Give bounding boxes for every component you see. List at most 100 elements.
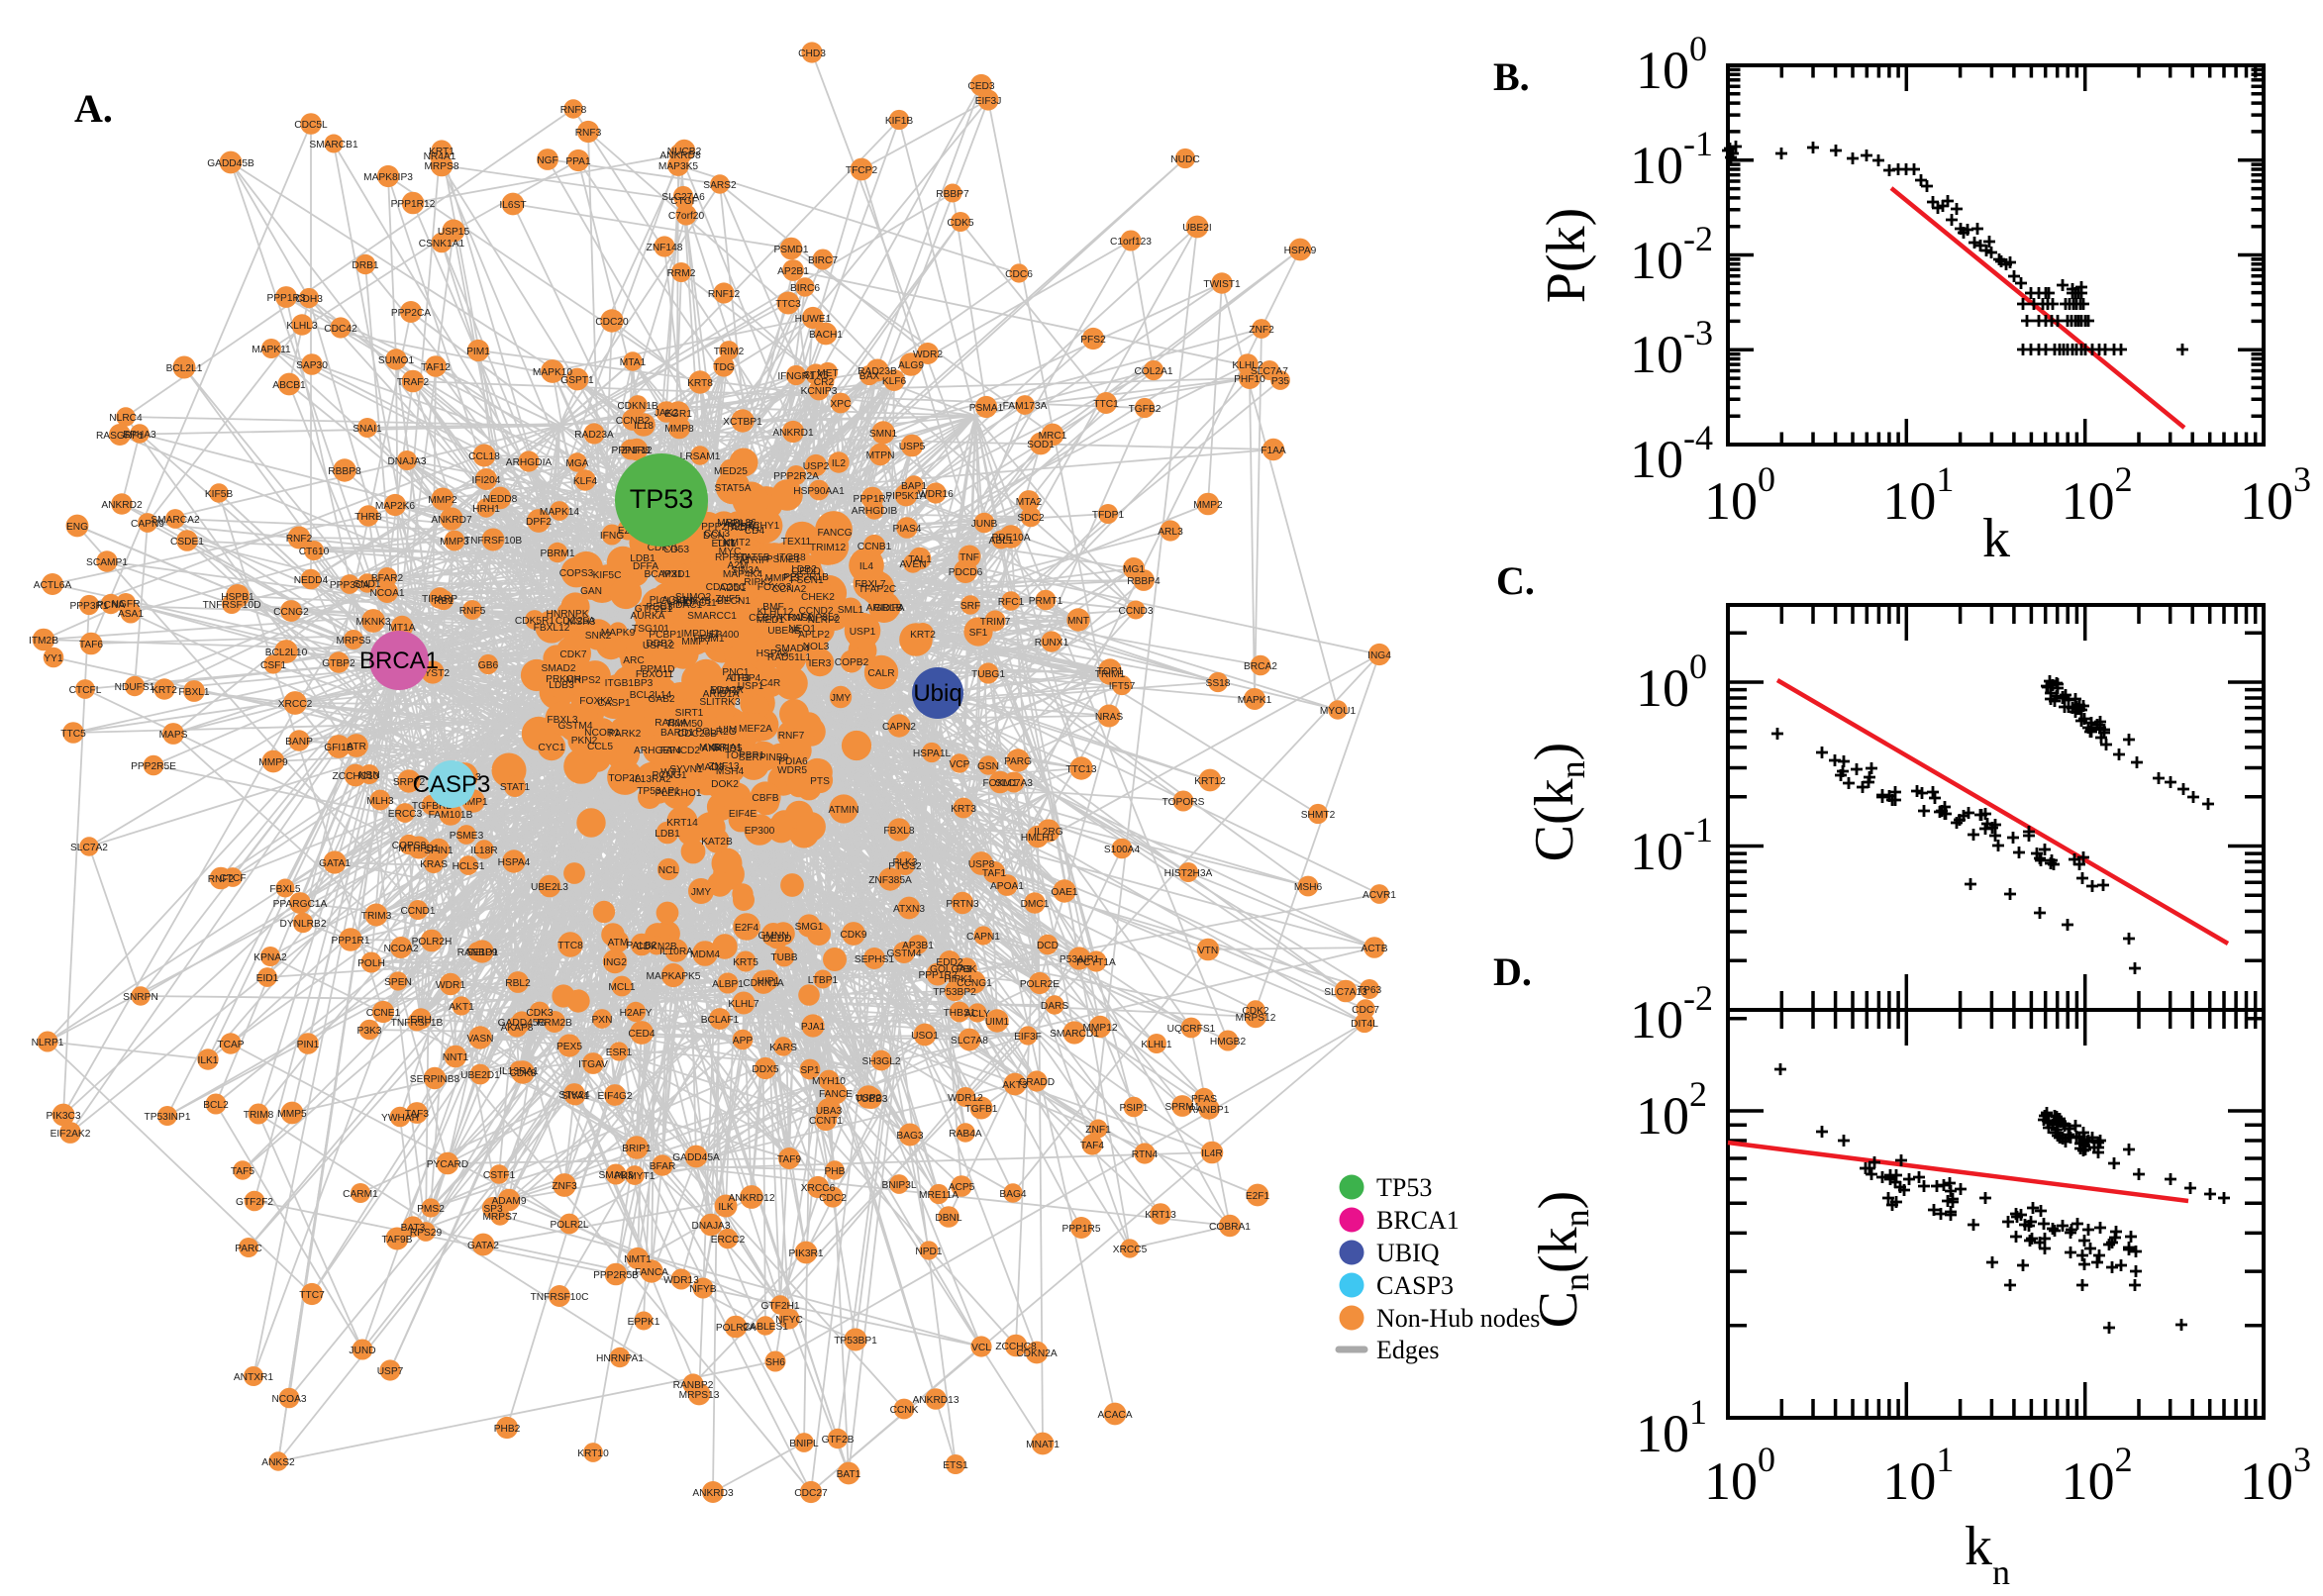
svg-text:TNFRSF1B: TNFRSF1B xyxy=(391,1018,444,1029)
svg-text:PFS2: PFS2 xyxy=(1080,335,1106,346)
svg-text:CSNK1A1: CSNK1A1 xyxy=(419,239,465,249)
svg-text:NOL3: NOL3 xyxy=(803,642,830,652)
svg-text:TEX11: TEX11 xyxy=(781,537,812,548)
svg-text:PBRM1: PBRM1 xyxy=(540,549,574,559)
svg-text:IL4: IL4 xyxy=(859,561,873,572)
svg-text:S100A4: S100A4 xyxy=(1104,845,1141,855)
svg-text:DPF2: DPF2 xyxy=(526,517,552,528)
svg-text:Ubiq: Ubiq xyxy=(913,680,961,707)
svg-text:CAPN2: CAPN2 xyxy=(882,722,916,733)
svg-text:NCOA3: NCOA3 xyxy=(271,1394,306,1405)
svg-text:TRIM7: TRIM7 xyxy=(980,617,1011,628)
svg-text:TOPORS: TOPORS xyxy=(1162,797,1205,808)
svg-text:POLR2G: POLR2G xyxy=(695,727,736,738)
svg-text:KRT12: KRT12 xyxy=(1194,776,1226,787)
svg-text:NFYC: NFYC xyxy=(775,1315,803,1326)
svg-text:CTGF: CTGF xyxy=(670,196,698,207)
svg-text:ADAM9: ADAM9 xyxy=(491,1196,526,1207)
svg-text:SOD1: SOD1 xyxy=(1027,440,1055,450)
svg-text:ALBP1: ALBP1 xyxy=(712,979,744,990)
svg-text:DDX5: DDX5 xyxy=(752,1064,779,1075)
svg-text:BACH1: BACH1 xyxy=(809,330,843,341)
svg-text:TUBG1: TUBG1 xyxy=(971,669,1005,680)
svg-text:SPEN: SPEN xyxy=(384,977,412,988)
svg-text:CDC25C: CDC25C xyxy=(706,582,747,593)
svg-text:UQCRFS1: UQCRFS1 xyxy=(1167,1024,1216,1035)
svg-text:EP300: EP300 xyxy=(745,826,775,837)
svg-text:BMF: BMF xyxy=(762,602,784,613)
svg-text:SMARCC1: SMARCC1 xyxy=(687,611,737,622)
svg-text:KRT5: KRT5 xyxy=(733,957,758,968)
svg-text:NLRP1: NLRP1 xyxy=(32,1038,64,1048)
svg-text:NCOA1: NCOA1 xyxy=(369,588,404,599)
svg-text:HSPA8: HSPA8 xyxy=(757,648,789,659)
svg-text:FBXL8: FBXL8 xyxy=(883,826,914,837)
svg-text:KARS: KARS xyxy=(769,1043,797,1053)
svg-text:CAPN1: CAPN1 xyxy=(966,932,1000,943)
svg-text:CARM1: CARM1 xyxy=(343,1189,378,1200)
svg-text:HSP90AA1: HSP90AA1 xyxy=(793,486,845,497)
svg-text:PXN: PXN xyxy=(592,1015,613,1026)
svg-text:GTF2H1: GTF2H1 xyxy=(760,1301,799,1312)
svg-text:NLRC4: NLRC4 xyxy=(109,413,143,424)
svg-text:BRIP1: BRIP1 xyxy=(622,1144,652,1154)
svg-text:BAG3: BAG3 xyxy=(896,1131,924,1142)
svg-text:IL2RG: IL2RG xyxy=(1034,827,1063,838)
svg-text:BAX: BAX xyxy=(859,371,880,382)
svg-text:NCL: NCL xyxy=(658,865,679,876)
svg-text:FBXL3: FBXL3 xyxy=(547,715,577,726)
svg-text:UBA3: UBA3 xyxy=(816,1106,843,1117)
svg-text:COBRA1: COBRA1 xyxy=(1209,1222,1251,1233)
svg-text:FAM173A: FAM173A xyxy=(1003,401,1048,412)
svg-text:CYC1: CYC1 xyxy=(538,743,565,753)
svg-text:CDC42: CDC42 xyxy=(324,324,357,335)
svg-text:LTBP1: LTBP1 xyxy=(808,975,839,986)
svg-text:MAPS: MAPS xyxy=(159,730,188,741)
svg-text:KLF6: KLF6 xyxy=(882,376,907,387)
svg-text:CDH3: CDH3 xyxy=(295,294,323,305)
svg-text:PPP1R8: PPP1R8 xyxy=(611,446,650,456)
svg-text:TTC1: TTC1 xyxy=(1093,399,1119,410)
svg-text:PPP1R5: PPP1R5 xyxy=(1061,1224,1100,1235)
svg-text:ANKRD8: ANKRD8 xyxy=(659,150,701,161)
svg-text:UBE2D1: UBE2D1 xyxy=(460,1070,500,1081)
svg-text:MG1: MG1 xyxy=(1123,564,1145,575)
svg-text:TNFAIP8L2: TNFAIP8L2 xyxy=(787,613,840,624)
svg-text:SMAD2: SMAD2 xyxy=(541,663,575,674)
svg-text:TDG: TDG xyxy=(713,362,735,373)
svg-text:BNIP3L: BNIP3L xyxy=(881,1180,916,1191)
svg-text:STAT1: STAT1 xyxy=(500,782,531,793)
svg-text:ZNF1: ZNF1 xyxy=(1085,1125,1111,1136)
svg-text:CED3: CED3 xyxy=(967,81,995,92)
svg-text:SH3GL2: SH3GL2 xyxy=(861,1056,900,1067)
svg-text:TAF6: TAF6 xyxy=(79,640,103,650)
svg-text:PJA1: PJA1 xyxy=(801,1022,826,1033)
svg-text:GATA1: GATA1 xyxy=(319,858,351,869)
svg-text:AKT1: AKT1 xyxy=(449,1002,474,1013)
svg-text:SNAI1: SNAI1 xyxy=(353,424,382,435)
svg-text:IL18R: IL18R xyxy=(470,846,497,856)
svg-text:DIT4L: DIT4L xyxy=(1351,1019,1378,1030)
svg-text:PEX5: PEX5 xyxy=(556,1042,582,1052)
svg-text:USP1: USP1 xyxy=(850,627,876,638)
svg-text:C(kn): C(kn) xyxy=(1524,743,1592,862)
svg-text:CASP3: CASP3 xyxy=(413,771,491,798)
svg-text:RUNX1: RUNX1 xyxy=(1035,638,1069,648)
svg-text:ANKRD3: ANKRD3 xyxy=(692,1488,734,1499)
svg-text:PCYT1A: PCYT1A xyxy=(1076,957,1116,968)
svg-text:GSN: GSN xyxy=(977,761,999,772)
svg-text:BRCA1: BRCA1 xyxy=(359,648,439,674)
svg-text:MAPK1: MAPK1 xyxy=(1238,695,1272,706)
svg-text:UBIQ: UBIQ xyxy=(1376,1239,1440,1267)
svg-text:NUDC: NUDC xyxy=(1170,154,1199,165)
svg-text:NEDD8: NEDD8 xyxy=(483,494,518,505)
svg-text:CBFB: CBFB xyxy=(752,793,778,804)
svg-text:MYOU1: MYOU1 xyxy=(1320,706,1357,717)
svg-text:EIF3F: EIF3F xyxy=(1014,1032,1042,1043)
svg-text:MTA1: MTA1 xyxy=(620,357,647,368)
svg-text:STK24: STK24 xyxy=(558,1090,589,1101)
svg-text:VCP: VCP xyxy=(950,759,970,770)
svg-text:SMARCB1: SMARCB1 xyxy=(309,140,358,150)
svg-text:USP8: USP8 xyxy=(968,859,995,870)
svg-text:HIP1: HIP1 xyxy=(758,976,780,987)
